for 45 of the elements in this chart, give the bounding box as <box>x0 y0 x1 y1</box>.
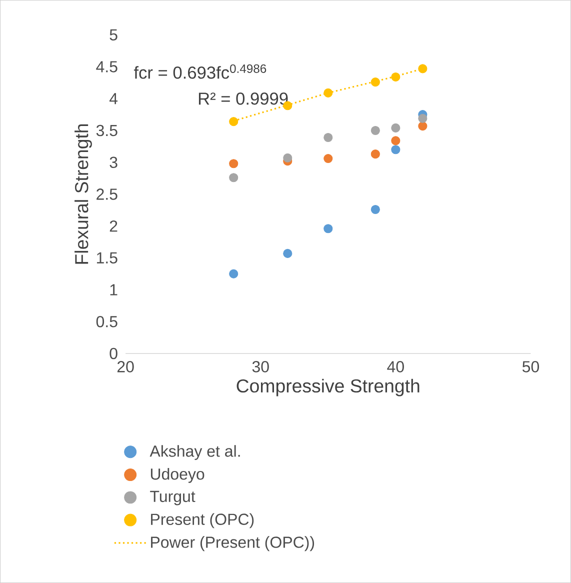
x-tick-label: 40 <box>387 361 404 372</box>
legend-label: Akshay et al. <box>150 445 240 460</box>
y-tick-label: 1.5 <box>96 252 118 264</box>
point <box>229 159 238 168</box>
y-tick-label: 0 <box>110 348 118 360</box>
y-tick-label: 4.5 <box>96 61 118 72</box>
point <box>229 117 238 126</box>
point <box>391 145 400 154</box>
x-tick-label: 30 <box>252 361 269 372</box>
annotation: R² = 0.9999 <box>198 92 288 105</box>
point <box>370 204 380 214</box>
point <box>283 153 292 162</box>
y-tick-label: 2.5 <box>96 188 118 200</box>
legend-label: Power (Present (OPC)) <box>151 536 314 552</box>
point <box>324 224 333 234</box>
point <box>229 173 238 182</box>
y-tick-label: 5 <box>110 29 118 40</box>
legend-label: Turgut <box>150 490 196 506</box>
x-tick-label: 50 <box>522 361 540 372</box>
point <box>418 64 428 74</box>
x-axis-title: Compressive Strength <box>236 378 420 396</box>
annotation: fcr = 0.693fc$^{0.4986}$ <box>134 64 266 79</box>
point <box>229 269 238 278</box>
point <box>370 150 380 159</box>
point <box>391 72 400 82</box>
y-tick-label: 3.5 <box>96 124 118 136</box>
point <box>324 132 333 142</box>
point <box>418 122 428 131</box>
point <box>324 154 333 164</box>
y-tick-label: 2 <box>110 220 118 232</box>
legend-label: Present (OPC) <box>151 513 254 528</box>
x-tick-label: 20 <box>117 361 134 372</box>
point <box>370 78 380 87</box>
point <box>391 123 400 132</box>
point <box>391 136 400 146</box>
y-tick-label: 0.5 <box>96 316 118 328</box>
point <box>418 114 428 123</box>
y-axis-title: Flexural Strength <box>74 124 92 264</box>
y-tick-label: 1 <box>110 284 118 296</box>
point <box>283 248 292 258</box>
y-tick-label: 4 <box>109 93 118 104</box>
point <box>370 126 380 136</box>
legend-label: Udoeyo <box>150 468 204 483</box>
point <box>324 88 333 98</box>
y-tick-label: 3 <box>110 156 118 168</box>
